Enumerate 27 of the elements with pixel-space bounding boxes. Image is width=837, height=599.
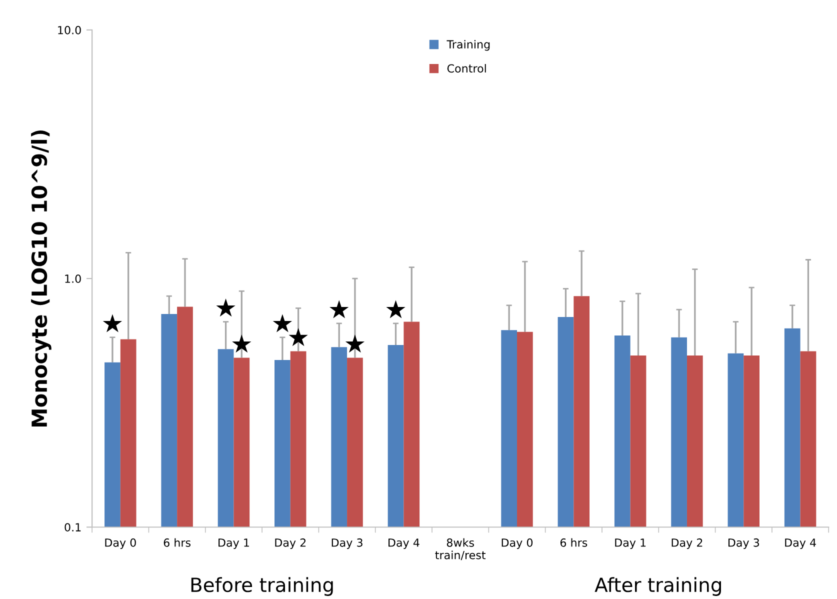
x-tick-label: 6 hrs (164, 538, 191, 547)
x-tick-label: 6 hrs (560, 538, 588, 547)
annotation: ★ (102, 314, 122, 332)
legend-label: Training (446, 40, 490, 51)
y-tick-label: 10.0 (58, 26, 81, 34)
x-tick-label: 8wks train/rest (435, 538, 486, 560)
y-axis-title: Monocyte (LOG10 10^9/l) (31, 130, 52, 427)
y-tick-label: 1.0 (65, 274, 81, 283)
x-tick-label: Day 1 (218, 538, 249, 549)
x-tick-label: Day 4 (785, 538, 816, 549)
x-tick-label: Day 2 (275, 538, 306, 549)
x-tick-label: Day 2 (672, 538, 702, 549)
x-tick-label: Day 4 (388, 538, 420, 549)
x-tick-label: Day 3 (728, 538, 760, 549)
text: Before training (191, 577, 333, 596)
legend-label: Control (447, 64, 486, 73)
annotation: ★ (216, 298, 236, 317)
x-tick-label: Day 0 (105, 538, 136, 549)
y-tick-label: 0.1 (64, 523, 81, 532)
x-tick-label: Day 3 (332, 538, 362, 549)
annotation: ★ (386, 300, 406, 318)
annotation: ★ (330, 300, 349, 318)
text: After training (594, 577, 721, 596)
x-tick-label: Day 0 (502, 538, 533, 549)
annotation: ★ (232, 334, 252, 353)
x-tick-label: Day 1 (615, 538, 646, 549)
annotation: ★ (345, 334, 365, 353)
